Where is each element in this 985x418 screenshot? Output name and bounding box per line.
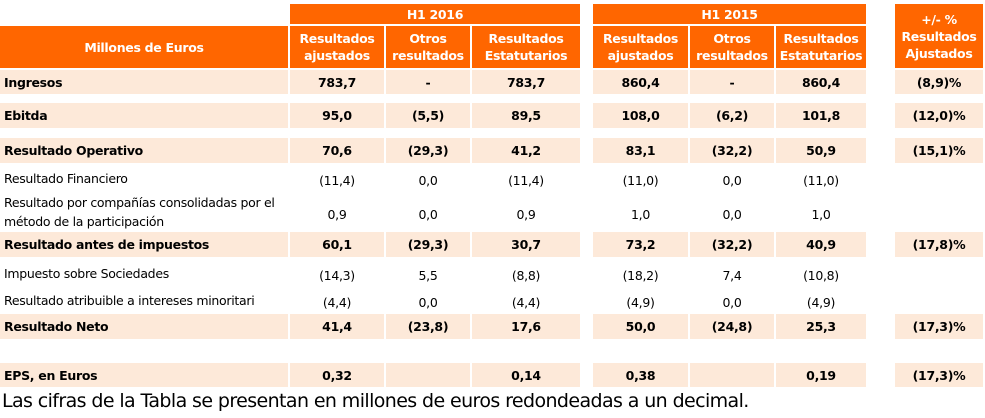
- cell-value: 783,7: [472, 70, 580, 94]
- sub-column-header: Resultados ajustados: [593, 26, 688, 68]
- cell-value: 783,7: [290, 70, 384, 94]
- cell-value: (32,2): [690, 138, 774, 163]
- cell-value: 95,0: [290, 103, 384, 128]
- row-label: Resultado Operativo: [0, 138, 288, 163]
- cell-value: 40,9: [776, 232, 866, 257]
- cell-value: -: [690, 70, 774, 94]
- sub-column-header: Otros resultados: [386, 26, 470, 68]
- cell-value: (11,4): [319, 172, 355, 188]
- cell-value: (4,9): [806, 294, 836, 310]
- cell-value: (4,4): [511, 294, 541, 310]
- cell-value: 0,0: [418, 206, 438, 222]
- cell-value: (6,2): [690, 103, 774, 128]
- change-value: (17,3)%: [895, 363, 983, 387]
- cell-value: 83,1: [593, 138, 688, 163]
- change-value: [895, 166, 983, 190]
- group-header-h1-2015: H1 2015: [593, 4, 866, 24]
- cell-value: (24,8): [690, 314, 774, 339]
- change-value: [895, 261, 983, 285]
- cell-value: 50,9: [776, 138, 866, 163]
- cell-value: (23,8): [386, 314, 470, 339]
- cell-value: 0,14: [472, 363, 580, 387]
- cell-value: 73,2: [593, 232, 688, 257]
- row-label: Resultado antes de impuestos: [0, 232, 288, 257]
- cell-value: (10,8): [803, 267, 839, 283]
- cell-value: 108,0: [593, 103, 688, 128]
- change-value: [895, 192, 983, 232]
- cell-value: 41,2: [472, 138, 580, 163]
- sub-column-header: Otros resultados: [690, 26, 774, 68]
- cell-value: 0,0: [722, 172, 742, 188]
- change-value: [895, 288, 983, 312]
- cell-value: 25,3: [776, 314, 866, 339]
- cell-value: (18,2): [622, 267, 659, 283]
- cell-value: [690, 363, 774, 387]
- cell-value: -: [386, 70, 470, 94]
- cell-value: (14,3): [319, 267, 355, 283]
- cell-value: 0,19: [776, 363, 866, 387]
- cell-value: 1,0: [811, 206, 831, 222]
- cell-value: (11,0): [622, 172, 659, 188]
- cell-value: [386, 363, 470, 387]
- cell-value: 860,4: [593, 70, 688, 94]
- cell-value: (32,2): [690, 232, 774, 257]
- cell-value: (11,0): [803, 172, 839, 188]
- cell-value: 5,5: [418, 267, 438, 283]
- change-value: (12,0)%: [895, 103, 983, 128]
- cell-value: 0,38: [593, 363, 688, 387]
- sub-column-header: Resultados Estatutarios: [776, 26, 866, 68]
- cell-value: (4,9): [626, 294, 655, 310]
- cell-value: 7,4: [722, 267, 742, 283]
- footnote: Las cifras de la Tabla se presentan en m…: [2, 390, 749, 412]
- cell-value: 0,32: [290, 363, 384, 387]
- row-label: EPS, en Euros: [0, 363, 288, 387]
- cell-value: 0,9: [327, 206, 347, 222]
- row-label: Impuesto sobre Sociedades: [4, 265, 169, 281]
- row-label: Resultado Financiero: [4, 170, 128, 186]
- change-value: (17,8)%: [895, 232, 983, 257]
- cell-value: 1,0: [631, 206, 650, 222]
- cell-value: 70,6: [290, 138, 384, 163]
- row-label: Ebitda: [0, 103, 288, 128]
- cell-value: (5,5): [386, 103, 470, 128]
- change-column-header: +/- % Resultados Ajustados: [895, 4, 983, 68]
- cell-value: (29,3): [386, 232, 470, 257]
- cell-value: 0,0: [418, 172, 438, 188]
- cell-value: 860,4: [776, 70, 866, 94]
- group-header-h1-2016: H1 2016: [290, 4, 580, 24]
- cell-value: 0,0: [722, 206, 742, 222]
- sub-column-header: Resultados Estatutarios: [472, 26, 580, 68]
- cell-value: 60,1: [290, 232, 384, 257]
- row-label: Ingresos: [0, 70, 288, 94]
- cell-value: 89,5: [472, 103, 580, 128]
- cell-value: (8,8): [511, 267, 541, 283]
- cell-value: 0,9: [516, 206, 536, 222]
- cell-value: 41,4: [290, 314, 384, 339]
- cell-value: 17,6: [472, 314, 580, 339]
- cell-value: (4,4): [322, 294, 352, 310]
- change-value: (8,9)%: [895, 70, 983, 94]
- cell-value: 30,7: [472, 232, 580, 257]
- row-label: Resultado Neto: [0, 314, 288, 339]
- label-column-header: Millones de Euros: [0, 26, 288, 68]
- change-value: (15,1)%: [895, 138, 983, 163]
- cell-value: (11,4): [508, 172, 544, 188]
- cell-value: (29,3): [386, 138, 470, 163]
- cell-value: 101,8: [776, 103, 866, 128]
- cell-value: 50,0: [593, 314, 688, 339]
- cell-value: 0,0: [722, 294, 742, 310]
- row-label: Resultado atribuible a intereses minorit…: [4, 292, 255, 308]
- change-value: (17,3)%: [895, 314, 983, 339]
- row-label: Resultado por compañías consolidadas por…: [4, 195, 275, 229]
- sub-column-header: Resultados ajustados: [290, 26, 384, 68]
- cell-value: 0,0: [418, 294, 438, 310]
